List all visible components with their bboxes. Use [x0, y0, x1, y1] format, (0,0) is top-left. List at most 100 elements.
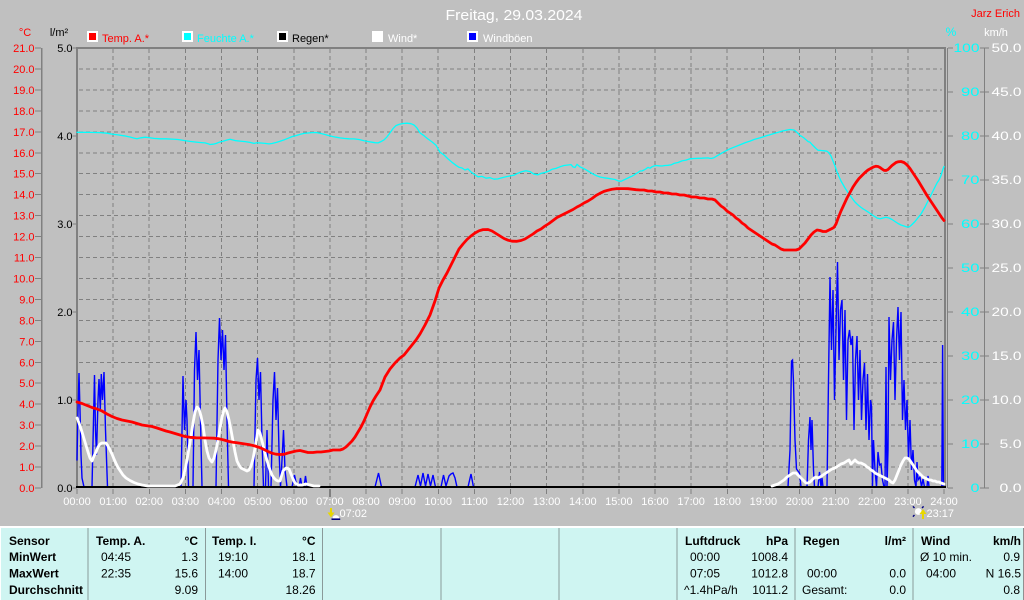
- svg-text:11.0: 11.0: [14, 253, 35, 265]
- svg-text:25.0: 25.0: [992, 261, 1022, 275]
- svg-text:10: 10: [961, 437, 980, 451]
- svg-text:0.0: 0.0: [57, 483, 72, 495]
- svg-text:MinWert: MinWert: [9, 550, 56, 564]
- svg-text:0.0: 0.0: [889, 583, 906, 597]
- svg-text:Feuchte A.*: Feuchte A.*: [197, 33, 255, 45]
- svg-text:20.0: 20.0: [992, 305, 1022, 319]
- svg-text:9.0: 9.0: [19, 294, 34, 306]
- svg-text:04:00: 04:00: [208, 496, 236, 508]
- svg-text:20.0: 20.0: [13, 64, 34, 76]
- svg-text:16:00: 16:00: [641, 496, 669, 508]
- svg-text:15.0: 15.0: [992, 349, 1022, 363]
- svg-text:18.1: 18.1: [292, 550, 316, 564]
- svg-text:01:00: 01:00: [99, 496, 127, 508]
- svg-text:14:00: 14:00: [569, 496, 597, 508]
- svg-text:00:00: 00:00: [63, 496, 91, 508]
- svg-text:5.0: 5.0: [57, 43, 72, 55]
- svg-text:9.09: 9.09: [175, 583, 199, 597]
- svg-text:%: %: [946, 25, 957, 39]
- svg-text:Windböen: Windböen: [483, 33, 533, 45]
- svg-text:6.0: 6.0: [19, 357, 34, 369]
- svg-text:20: 20: [961, 393, 980, 407]
- svg-text:2.0: 2.0: [57, 307, 72, 319]
- svg-text:Temp. A.: Temp. A.: [96, 534, 145, 548]
- svg-text:21.0: 21.0: [13, 43, 34, 55]
- svg-text:Regen: Regen: [803, 534, 840, 548]
- svg-text:03:00: 03:00: [172, 496, 200, 508]
- svg-text:10.0: 10.0: [992, 393, 1022, 407]
- svg-text:18.0: 18.0: [13, 106, 34, 118]
- svg-text:km/h: km/h: [993, 534, 1021, 548]
- svg-text:24:00: 24:00: [930, 496, 958, 508]
- svg-text:1.0: 1.0: [19, 462, 34, 474]
- svg-text:100: 100: [954, 41, 980, 55]
- svg-text:1011.2: 1011.2: [752, 583, 788, 597]
- svg-text:60: 60: [961, 217, 980, 231]
- svg-text:19.0: 19.0: [13, 85, 34, 97]
- svg-text:1.3: 1.3: [181, 550, 198, 564]
- svg-text:1.0: 1.0: [57, 395, 72, 407]
- svg-text:Wind*: Wind*: [388, 33, 418, 45]
- svg-text:70: 70: [961, 173, 980, 187]
- svg-text:80: 80: [961, 129, 980, 143]
- svg-text:35.0: 35.0: [992, 173, 1022, 187]
- svg-text:N 16.5: N 16.5: [986, 567, 1022, 581]
- svg-text:04:45: 04:45: [101, 550, 131, 564]
- svg-text:0.9: 0.9: [1003, 550, 1020, 564]
- svg-text:MaxWert: MaxWert: [9, 567, 59, 581]
- svg-text:0.0: 0.0: [19, 483, 34, 495]
- svg-text:08:00: 08:00: [352, 496, 380, 508]
- svg-text:15.6: 15.6: [175, 567, 199, 581]
- svg-text:3.0: 3.0: [57, 219, 72, 231]
- svg-text:10:00: 10:00: [424, 496, 452, 508]
- svg-text:Temp. I.: Temp. I.: [212, 534, 256, 548]
- svg-text:04:00: 04:00: [926, 567, 956, 581]
- svg-text:hPa: hPa: [766, 534, 788, 548]
- svg-text:09:00: 09:00: [388, 496, 416, 508]
- svg-text:Regen*: Regen*: [292, 33, 329, 45]
- svg-text:7.0: 7.0: [19, 336, 34, 348]
- svg-text:l/m²: l/m²: [50, 27, 69, 39]
- svg-text:40.0: 40.0: [992, 129, 1022, 143]
- svg-text:5.0: 5.0: [1000, 437, 1022, 451]
- svg-text:90: 90: [961, 85, 980, 99]
- svg-text:8.0: 8.0: [19, 315, 34, 327]
- svg-text:40: 40: [961, 305, 980, 319]
- svg-text:0.8: 0.8: [1003, 583, 1020, 597]
- svg-text:06:00: 06:00: [280, 496, 308, 508]
- svg-text:12:00: 12:00: [497, 496, 525, 508]
- svg-text:l/m²: l/m²: [885, 534, 906, 548]
- svg-text:50: 50: [961, 261, 980, 275]
- svg-text:Jarz Erich: Jarz Erich: [971, 8, 1020, 20]
- svg-text:19:10: 19:10: [218, 550, 248, 564]
- svg-text:07:05: 07:05: [690, 567, 720, 581]
- svg-text:^1.4hPa/h: ^1.4hPa/h: [684, 583, 738, 597]
- svg-text:17.0: 17.0: [13, 127, 34, 139]
- svg-text:23:00: 23:00: [894, 496, 922, 508]
- svg-text:45.0: 45.0: [992, 85, 1022, 99]
- svg-text:22:35: 22:35: [101, 567, 131, 581]
- svg-text:18.7: 18.7: [292, 567, 316, 581]
- svg-text:30: 30: [961, 349, 980, 363]
- svg-text:km/h: km/h: [984, 27, 1008, 39]
- svg-text:50.0: 50.0: [992, 41, 1022, 55]
- svg-text:07:00: 07:00: [316, 496, 344, 508]
- svg-text:3.0: 3.0: [19, 420, 34, 432]
- svg-text:18:00: 18:00: [713, 496, 741, 508]
- svg-text:1012.8: 1012.8: [751, 567, 788, 581]
- svg-text:14.0: 14.0: [13, 190, 34, 202]
- svg-text:20:00: 20:00: [786, 496, 814, 508]
- svg-text:°C: °C: [302, 534, 316, 548]
- svg-text:4.0: 4.0: [57, 131, 72, 143]
- svg-text:12.0: 12.0: [13, 232, 34, 244]
- svg-text:21:00: 21:00: [822, 496, 850, 508]
- svg-text:°C: °C: [19, 27, 31, 39]
- svg-text:Freitag, 29.03.2024: Freitag, 29.03.2024: [446, 7, 583, 24]
- svg-text:05:00: 05:00: [244, 496, 272, 508]
- svg-text:0.0: 0.0: [1000, 481, 1022, 495]
- svg-text:5.0: 5.0: [19, 378, 34, 390]
- svg-text:Gesamt:: Gesamt:: [802, 583, 847, 597]
- svg-text:13:00: 13:00: [533, 496, 561, 508]
- svg-text:0.0: 0.0: [889, 567, 906, 581]
- svg-text:0: 0: [971, 481, 980, 495]
